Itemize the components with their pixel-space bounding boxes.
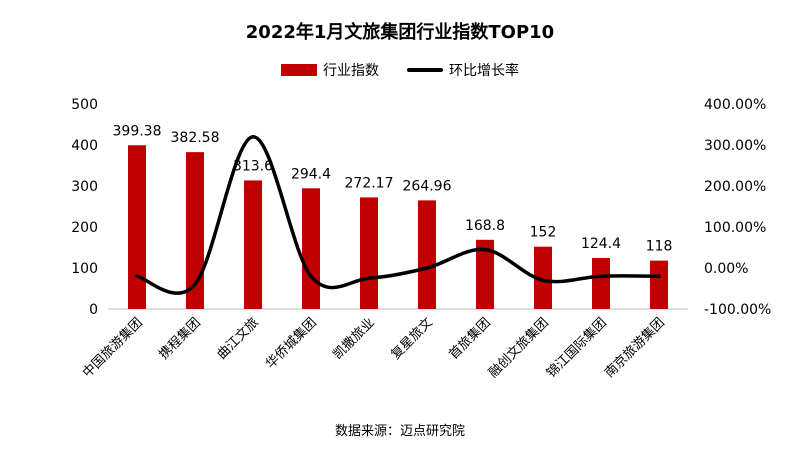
bar-data-label: 313.6 bbox=[233, 158, 273, 174]
bar-data-label: 168.8 bbox=[465, 218, 505, 234]
y-left-tick-label: 100 bbox=[71, 261, 98, 277]
legend-swatch-line bbox=[407, 68, 443, 72]
y-left-tick-label: 400 bbox=[71, 138, 98, 154]
x-tick-label: 南京旅游集团 bbox=[601, 315, 667, 381]
legend-swatch-bars bbox=[281, 64, 317, 76]
legend-item-line: 环比增长率 bbox=[407, 60, 519, 80]
bar bbox=[476, 239, 494, 309]
y-left-tick-label: 0 bbox=[89, 302, 98, 318]
growth-rate-line bbox=[135, 135, 661, 295]
y-right-tick-label: 200.00% bbox=[704, 179, 766, 195]
x-tick-label: 凯撒旅业 bbox=[330, 315, 378, 363]
y-left-tick-label: 200 bbox=[71, 220, 98, 236]
x-tick-label: 携程集团 bbox=[156, 315, 204, 363]
y-left-tick-label: 500 bbox=[71, 97, 98, 113]
x-tick-label: 锦江国际集团 bbox=[543, 315, 609, 381]
source-note: 数据来源：迈点研究院 bbox=[334, 424, 465, 439]
bar-data-label: 124.4 bbox=[581, 236, 621, 252]
y-left-tick-label: 300 bbox=[71, 179, 98, 195]
bar-data-label: 399.38 bbox=[113, 123, 162, 139]
bar-data-label: 152 bbox=[530, 225, 557, 241]
x-tick-label: 中国旅游集团 bbox=[79, 315, 145, 381]
bar bbox=[534, 246, 552, 309]
y-right-tick-label: 0.00% bbox=[704, 261, 748, 277]
x-tick-label: 融创文旅集团 bbox=[485, 315, 551, 381]
y-right-tick-label: -100.00% bbox=[704, 302, 771, 318]
legend-label-bars: 行业指数 bbox=[323, 63, 379, 79]
legend: 行业指数 环比增长率 bbox=[0, 60, 800, 80]
chart-title: 2022年1月文旅集团行业指数TOP10 bbox=[245, 22, 555, 43]
x-tick-label: 复星旅文 bbox=[388, 315, 435, 362]
y-right-tick-label: 400.00% bbox=[704, 97, 766, 113]
bar bbox=[186, 152, 204, 309]
x-tick-label: 华侨城集团 bbox=[263, 315, 320, 372]
y-right-tick-label: 100.00% bbox=[704, 220, 766, 236]
legend-label-line: 环比增长率 bbox=[449, 63, 519, 79]
bar bbox=[128, 145, 146, 309]
bar-data-label: 272.17 bbox=[345, 175, 394, 191]
legend-item-bars: 行业指数 bbox=[281, 60, 379, 80]
bar bbox=[418, 200, 436, 309]
bar-data-label: 118 bbox=[646, 239, 673, 255]
bar-data-label: 264.96 bbox=[403, 178, 452, 194]
bar bbox=[650, 260, 668, 309]
y-right-tick-label: 300.00% bbox=[704, 138, 766, 154]
bar bbox=[244, 180, 262, 309]
x-tick-label: 首旅集团 bbox=[446, 315, 494, 363]
bar bbox=[592, 257, 610, 309]
bar-data-label: 382.58 bbox=[171, 130, 220, 146]
bar bbox=[302, 188, 320, 309]
bar bbox=[360, 197, 378, 309]
bar-data-label: 294.4 bbox=[291, 166, 331, 182]
x-tick-label: 曲江文旅 bbox=[214, 315, 261, 362]
